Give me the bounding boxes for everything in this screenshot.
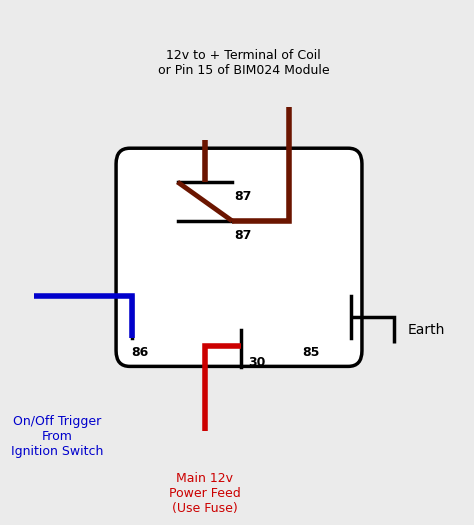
Text: On/Off Trigger
From
Ignition Switch: On/Off Trigger From Ignition Switch	[11, 415, 103, 458]
Text: 12v to + Terminal of Coil
or Pin 15 of BIM024 Module: 12v to + Terminal of Coil or Pin 15 of B…	[158, 48, 329, 77]
Text: 85: 85	[302, 345, 319, 359]
Text: 30: 30	[248, 356, 265, 369]
Text: 86: 86	[131, 345, 148, 359]
Text: Earth: Earth	[408, 323, 445, 337]
Text: 87: 87	[235, 190, 252, 203]
FancyBboxPatch shape	[116, 148, 362, 366]
Text: Main 12v
Power Feed
(Use Fuse): Main 12v Power Feed (Use Fuse)	[169, 472, 241, 515]
Text: 87: 87	[235, 229, 252, 242]
